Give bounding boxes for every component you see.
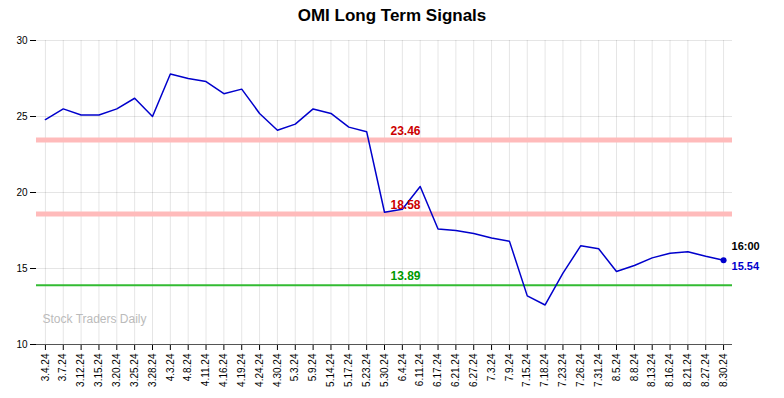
svg-text:18.58: 18.58	[391, 198, 421, 212]
svg-text:5.17.24: 5.17.24	[343, 353, 354, 387]
svg-text:8.16.24: 8.16.24	[664, 353, 675, 387]
svg-text:8.13.24: 8.13.24	[646, 353, 657, 387]
svg-text:16:00: 16:00	[732, 240, 760, 252]
svg-text:7.3.24: 7.3.24	[486, 353, 497, 381]
svg-text:23.46: 23.46	[391, 124, 421, 138]
html-text:OMI Long Term Signals: OMI Long Term Signals	[297, 6, 487, 25]
svg-text:5.23.24: 5.23.24	[361, 353, 372, 387]
svg-text:13.89: 13.89	[391, 269, 421, 283]
svg-text:3.7.24: 3.7.24	[57, 353, 68, 381]
svg-text:3.15.24: 3.15.24	[93, 353, 104, 387]
svg-text:7.15.24: 7.15.24	[521, 353, 532, 387]
svg-text:5.9.24: 5.9.24	[307, 353, 318, 381]
svg-text:5.14.24: 5.14.24	[325, 353, 336, 387]
svg-text:8.27.24: 8.27.24	[700, 353, 711, 387]
svg-text:3.20.24: 3.20.24	[111, 353, 122, 387]
svg-text:7.9.24: 7.9.24	[504, 353, 515, 381]
svg-text:7.18.24: 7.18.24	[539, 353, 550, 387]
svg-text:8.5.24: 8.5.24	[611, 353, 622, 381]
svg-text:3.4.24: 3.4.24	[40, 353, 51, 381]
svg-text:4.19.24: 4.19.24	[236, 353, 247, 387]
svg-text:4.8.24: 4.8.24	[182, 353, 193, 381]
svg-text:8.30.24: 8.30.24	[718, 353, 729, 387]
svg-text:10: 10	[16, 339, 28, 350]
svg-text:7.23.24: 7.23.24	[557, 353, 568, 387]
svg-text:15.54: 15.54	[732, 260, 760, 272]
svg-text:4.30.24: 4.30.24	[272, 353, 283, 387]
svg-text:6.27.24: 6.27.24	[468, 353, 479, 387]
svg-text:3.12.24: 3.12.24	[75, 353, 86, 387]
svg-text:4.24.24: 4.24.24	[254, 353, 265, 387]
svg-text:7.31.24: 7.31.24	[593, 353, 604, 387]
svg-text:6.11.24: 6.11.24	[414, 353, 425, 386]
svg-text:15: 15	[16, 263, 28, 274]
svg-text:6.17.24: 6.17.24	[432, 353, 443, 387]
svg-text:3.28.24: 3.28.24	[147, 353, 158, 387]
svg-text:5.3.24: 5.3.24	[289, 353, 300, 381]
svg-text:20: 20	[16, 187, 28, 198]
svg-text:6.4.24: 6.4.24	[397, 353, 408, 381]
svg-text:4.3.24: 4.3.24	[165, 353, 176, 381]
svg-text:5.30.24: 5.30.24	[379, 353, 390, 387]
svg-text:25: 25	[16, 111, 28, 122]
svg-text:6.21.24: 6.21.24	[450, 353, 461, 387]
svg-text:8.8.24: 8.8.24	[629, 353, 640, 381]
svg-text:30: 30	[16, 35, 28, 46]
svg-text:8.21.24: 8.21.24	[682, 353, 693, 387]
svg-text:7.26.24: 7.26.24	[575, 353, 586, 387]
svg-text:Stock Traders Daily: Stock Traders Daily	[43, 312, 147, 326]
svg-text:4.16.24: 4.16.24	[218, 353, 229, 387]
svg-text:4.11.24: 4.11.24	[200, 353, 211, 386]
svg-text:3.25.24: 3.25.24	[129, 353, 140, 387]
